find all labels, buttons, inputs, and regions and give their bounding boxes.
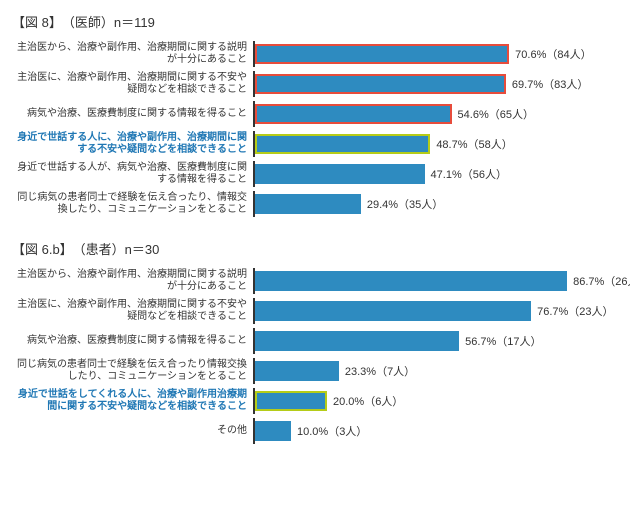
bar-area: 69.7%（83人） [253, 71, 618, 97]
bar-area: 48.7%（58人） [253, 131, 618, 157]
bar [255, 194, 361, 214]
bar-area: 56.7%（17人） [253, 328, 618, 354]
bar-value: 48.7%（58人） [436, 136, 512, 152]
bar-value: 69.7%（83人） [512, 76, 588, 92]
bar-label: 身近で世話する人が、病気や治療、医療費制度に関する情報を得ること [12, 162, 253, 187]
bar [255, 104, 452, 124]
bar [255, 421, 291, 441]
bar-row: 同じ病気の患者同士で経験を伝え合ったり、情報交換したり、コミュニケーションをとる… [12, 191, 618, 217]
bar-value: 47.1%（56人） [431, 166, 507, 182]
bar-value: 10.0%（3人） [297, 423, 367, 439]
bar-row: 身近で世話する人に、治療や副作用、治療期間に関する不安や疑問などを相談できること… [12, 131, 618, 157]
bar-area: 76.7%（23人） [253, 298, 618, 324]
bar-area: 47.1%（56人） [253, 161, 618, 187]
bar-value: 86.7%（26人） [573, 273, 630, 289]
bar-area: 86.7%（26人） [253, 268, 630, 294]
bar-label: 主治医から、治療や副作用、治療期間に関する説明が十分にあること [12, 42, 253, 67]
bar-row: 病気や治療、医療費制度に関する情報を得ること 56.7%（17人） [12, 328, 618, 354]
chart-1-rows: 主治医から、治療や副作用、治療期間に関する説明が十分にあること 70.6%（84人… [12, 41, 618, 217]
chart-1: 【図 8】 （医師）n＝119 主治医から、治療や副作用、治療期間に関する説明が… [12, 12, 618, 217]
bar-row: 身近で世話をしてくれる人に、治療や副作用治療期間に関する不安や疑問などを相談でき… [12, 388, 618, 414]
bar-area: 70.6%（84人） [253, 41, 618, 67]
bar-label: 身近で世話をしてくれる人に、治療や副作用治療期間に関する不安や疑問などを相談でき… [12, 389, 253, 414]
bar-area: 10.0%（3人） [253, 418, 618, 444]
bar-label: その他 [12, 425, 253, 438]
bar-row: 病気や治療、医療費制度に関する情報を得ること 54.6%（65人） [12, 101, 618, 127]
bar-value: 70.6%（84人） [515, 46, 591, 62]
chart-1-title: 【図 8】 （医師）n＝119 [12, 12, 618, 31]
bar [255, 134, 430, 154]
bar-area: 54.6%（65人） [253, 101, 618, 127]
bar-label: 主治医から、治療や副作用、治療期間に関する説明が十分にあること [12, 269, 253, 294]
bar [255, 271, 567, 291]
bar-area: 29.4%（35人） [253, 191, 618, 217]
bar-label: 身近で世話する人に、治療や副作用、治療期間に関する不安や疑問などを相談できること [12, 132, 253, 157]
bar-row: 同じ病気の患者同士で経験を伝え合ったり情報交換したり、コミュニケーションをとるこ… [12, 358, 618, 384]
bar-label: 主治医に、治療や副作用、治療期間に関する不安や疑問などを相談できること [12, 72, 253, 97]
bar [255, 164, 425, 184]
bar-row: 主治医に、治療や副作用、治療期間に関する不安や疑問などを相談できること 69.7%… [12, 71, 618, 97]
bar-value: 56.7%（17人） [465, 333, 541, 349]
bar-row: その他 10.0%（3人） [12, 418, 618, 444]
bar [255, 331, 459, 351]
bar [255, 74, 506, 94]
bar [255, 301, 531, 321]
bar-label: 病気や治療、医療費制度に関する情報を得ること [12, 108, 253, 121]
bar-row: 主治医に、治療や副作用、治療期間に関する不安や疑問などを相談できること 76.7%… [12, 298, 618, 324]
chart-2-title: 【図 6.b】 （患者）n＝30 [12, 239, 618, 258]
bar-value: 29.4%（35人） [367, 196, 443, 212]
bar-value: 54.6%（65人） [458, 106, 534, 122]
bar-row: 主治医から、治療や副作用、治療期間に関する説明が十分にあること86.7%（26人… [12, 268, 618, 294]
chart-2-rows: 主治医から、治療や副作用、治療期間に関する説明が十分にあること86.7%（26人… [12, 268, 618, 444]
bar-area: 20.0%（6人） [253, 388, 618, 414]
bar-value: 23.3%（7人） [345, 363, 415, 379]
bar [255, 391, 327, 411]
bar-label: 同じ病気の患者同士で経験を伝え合ったり、情報交換したり、コミュニケーションをとる… [12, 192, 253, 217]
bar-label: 病気や治療、医療費制度に関する情報を得ること [12, 335, 253, 348]
bar [255, 44, 509, 64]
bar-row: 身近で世話する人が、病気や治療、医療費制度に関する情報を得ること 47.1%（56… [12, 161, 618, 187]
bar-label: 主治医に、治療や副作用、治療期間に関する不安や疑問などを相談できること [12, 299, 253, 324]
bar [255, 361, 339, 381]
bar-row: 主治医から、治療や副作用、治療期間に関する説明が十分にあること 70.6%（84人… [12, 41, 618, 67]
bar-value: 20.0%（6人） [333, 393, 403, 409]
bar-area: 23.3%（7人） [253, 358, 618, 384]
bar-value: 76.7%（23人） [537, 303, 613, 319]
bar-label: 同じ病気の患者同士で経験を伝え合ったり情報交換したり、コミュニケーションをとるこ… [12, 359, 253, 384]
chart-2: 【図 6.b】 （患者）n＝30 主治医から、治療や副作用、治療期間に関する説明… [12, 239, 618, 444]
